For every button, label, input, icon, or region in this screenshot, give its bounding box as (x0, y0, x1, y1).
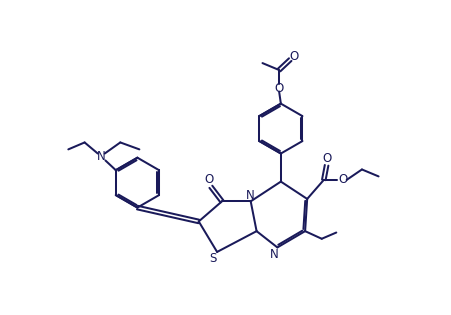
Text: N: N (246, 189, 254, 202)
Text: N: N (97, 151, 106, 163)
Text: O: O (204, 173, 214, 186)
Text: N: N (270, 248, 278, 261)
Text: O: O (322, 152, 331, 165)
Text: S: S (209, 252, 216, 265)
Text: O: O (274, 82, 283, 94)
Text: O: O (337, 173, 346, 186)
Text: O: O (288, 50, 298, 63)
